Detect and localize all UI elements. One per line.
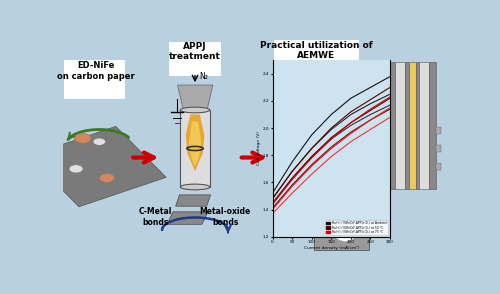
Polygon shape bbox=[314, 219, 368, 250]
Y-axis label: Cell voltage (V): Cell voltage (V) bbox=[257, 131, 261, 166]
Bar bbox=[420, 62, 429, 189]
Bar bbox=[274, 40, 359, 76]
Bar bbox=[384, 145, 388, 152]
Polygon shape bbox=[189, 121, 201, 167]
Circle shape bbox=[336, 230, 355, 241]
Bar bbox=[384, 127, 388, 134]
Circle shape bbox=[69, 165, 83, 173]
Bar bbox=[416, 62, 420, 189]
Polygon shape bbox=[28, 126, 166, 207]
Ellipse shape bbox=[180, 107, 210, 113]
Polygon shape bbox=[176, 195, 210, 206]
Bar bbox=[436, 145, 440, 152]
Bar bbox=[384, 163, 388, 170]
Bar bbox=[429, 62, 436, 189]
Bar bbox=[408, 62, 416, 189]
Polygon shape bbox=[167, 212, 208, 224]
X-axis label: Current density (mA/cm²): Current density (mA/cm²) bbox=[304, 245, 359, 250]
Text: N₂: N₂ bbox=[199, 71, 208, 81]
Bar bbox=[436, 127, 440, 134]
Polygon shape bbox=[178, 85, 213, 110]
Text: Metal-oxide
bonds: Metal-oxide bonds bbox=[200, 207, 251, 227]
Bar bbox=[436, 163, 440, 170]
Text: APPJ
treatment: APPJ treatment bbox=[169, 42, 221, 61]
Ellipse shape bbox=[180, 184, 210, 190]
Bar bbox=[64, 60, 124, 99]
Circle shape bbox=[74, 133, 91, 143]
Legend: Ru(+) / NiFeCrF-APP-Ir(0-) at Ambient, Ru(+) / NiFeCrF-APP-Ir(0-) at 50 °C, Ru(+: Ru(+) / NiFeCrF-APP-Ir(0-) at Ambient, R… bbox=[325, 220, 388, 235]
Bar bbox=[180, 110, 210, 187]
Bar bbox=[388, 62, 395, 189]
Circle shape bbox=[93, 138, 106, 145]
Text: ED-NiFe
on carbon paper: ED-NiFe on carbon paper bbox=[56, 61, 134, 81]
Bar bbox=[404, 62, 408, 189]
Text: Practical utilization of
AEMWE: Practical utilization of AEMWE bbox=[260, 41, 372, 60]
Circle shape bbox=[100, 173, 115, 182]
Polygon shape bbox=[294, 196, 346, 227]
Polygon shape bbox=[303, 208, 357, 239]
Bar bbox=[395, 62, 404, 189]
Bar bbox=[169, 42, 222, 76]
Text: C-Metal
bonds: C-Metal bonds bbox=[139, 207, 172, 227]
Polygon shape bbox=[186, 114, 204, 171]
